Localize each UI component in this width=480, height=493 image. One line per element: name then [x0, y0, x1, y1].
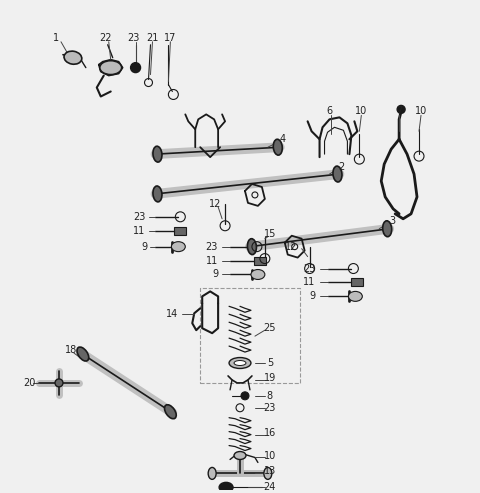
- Ellipse shape: [234, 452, 246, 459]
- Ellipse shape: [55, 379, 63, 387]
- Circle shape: [131, 63, 141, 72]
- Circle shape: [241, 392, 249, 400]
- Text: 15: 15: [264, 229, 276, 239]
- Bar: [174, 227, 186, 235]
- Ellipse shape: [208, 467, 216, 479]
- Text: 17: 17: [164, 33, 177, 43]
- Text: 19: 19: [264, 373, 276, 383]
- Text: 22: 22: [99, 33, 112, 43]
- Text: 23: 23: [127, 33, 140, 43]
- Text: 10: 10: [264, 451, 276, 460]
- Ellipse shape: [165, 405, 176, 419]
- Ellipse shape: [234, 360, 246, 365]
- Text: 10: 10: [355, 106, 368, 116]
- Text: 3: 3: [389, 216, 395, 226]
- Ellipse shape: [153, 186, 162, 202]
- Ellipse shape: [348, 291, 362, 301]
- Text: 12: 12: [285, 242, 298, 251]
- Text: 21: 21: [146, 33, 159, 43]
- Text: 18: 18: [65, 345, 77, 355]
- Text: 2: 2: [338, 162, 345, 172]
- Bar: [351, 279, 363, 286]
- Text: 23: 23: [206, 242, 218, 251]
- Text: 12: 12: [209, 199, 221, 209]
- Text: 1: 1: [53, 33, 59, 43]
- Text: 14: 14: [166, 309, 179, 319]
- Ellipse shape: [100, 61, 121, 74]
- Ellipse shape: [333, 166, 342, 182]
- Text: 25: 25: [264, 323, 276, 333]
- Text: 11: 11: [303, 278, 315, 287]
- Ellipse shape: [264, 467, 272, 479]
- Text: 13: 13: [264, 466, 276, 476]
- Text: 7: 7: [396, 106, 402, 116]
- Text: 9: 9: [212, 270, 218, 280]
- Ellipse shape: [247, 239, 256, 254]
- Circle shape: [397, 106, 405, 113]
- Ellipse shape: [219, 482, 233, 493]
- Bar: [254, 256, 266, 265]
- Text: 10: 10: [415, 106, 427, 116]
- Text: 11: 11: [206, 255, 218, 266]
- Ellipse shape: [229, 357, 251, 368]
- Bar: [200, 288, 300, 383]
- Text: 9: 9: [142, 242, 147, 251]
- Ellipse shape: [383, 221, 392, 237]
- Text: 5: 5: [267, 358, 273, 368]
- Ellipse shape: [171, 242, 185, 251]
- Text: 23: 23: [303, 264, 315, 274]
- Text: 6: 6: [326, 106, 333, 116]
- Text: 24: 24: [264, 482, 276, 493]
- Ellipse shape: [64, 51, 82, 64]
- Text: 20: 20: [23, 378, 36, 388]
- Ellipse shape: [251, 270, 265, 280]
- Ellipse shape: [273, 139, 282, 155]
- Text: 4: 4: [280, 134, 286, 144]
- Ellipse shape: [77, 347, 89, 361]
- Ellipse shape: [153, 146, 162, 162]
- Text: 9: 9: [310, 291, 315, 301]
- Text: 11: 11: [133, 226, 145, 236]
- Text: 23: 23: [264, 403, 276, 413]
- Text: 16: 16: [264, 427, 276, 438]
- Text: 8: 8: [267, 391, 273, 401]
- Text: 23: 23: [133, 212, 145, 222]
